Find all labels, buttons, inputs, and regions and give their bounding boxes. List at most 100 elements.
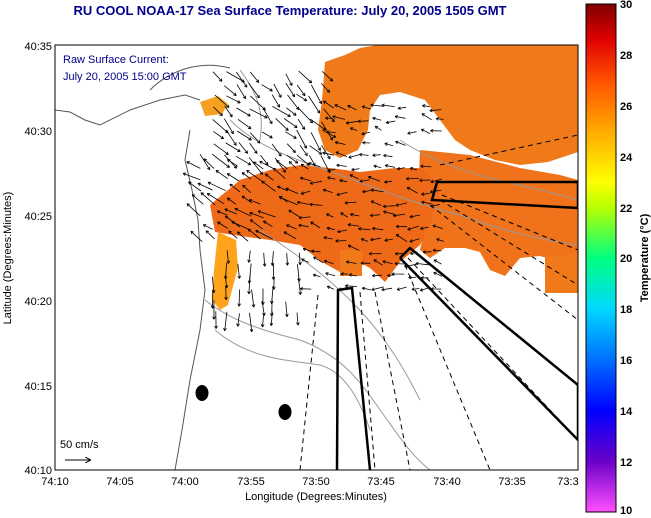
current-vector-head [383, 210, 387, 212]
current-vector-head [213, 316, 216, 320]
colorbar-ticks: 30 28 26 24 22 20 18 16 14 12 10 [620, 0, 633, 517]
current-vector [228, 230, 238, 239]
current-vector [285, 82, 296, 98]
current-vector-head [237, 231, 241, 233]
current-vector [327, 285, 334, 290]
current-vector-head [391, 273, 395, 276]
current-vector [249, 312, 253, 332]
current-vector [436, 118, 444, 120]
current-vector-head [397, 168, 401, 171]
current-vector-head [318, 101, 322, 105]
current-vector [250, 132, 261, 144]
current-vector [191, 194, 204, 205]
x-tick-4: 73:50 [302, 476, 330, 488]
current-vector-head [349, 174, 353, 178]
current-vector [397, 167, 405, 170]
current-vector-head [298, 215, 302, 219]
current-vector-head [436, 238, 439, 242]
current-vector-head [384, 143, 388, 146]
y-axis-ticks: 40:35 40:30 40:25 40:20 40:15 40:10 [24, 41, 52, 477]
current-vector-head [303, 247, 307, 249]
current-vector [242, 184, 252, 193]
current-vector-head [430, 288, 434, 291]
current-vector [347, 105, 357, 111]
current-vector [372, 117, 382, 121]
current-vector [298, 224, 309, 228]
current-vector [326, 227, 335, 231]
current-vector [297, 264, 300, 282]
current-vector-head [395, 141, 398, 145]
current-vector-head [265, 115, 268, 119]
current-vector-head [326, 130, 330, 133]
map-title: RU COOL NOAA-17 Sea Surface Temperature:… [73, 3, 507, 18]
current-vector-head [383, 211, 386, 214]
current-vector-head [253, 161, 256, 165]
current-vector-head [326, 286, 330, 289]
current-vector-head [345, 122, 350, 125]
current-vector-head [234, 92, 237, 96]
current-vector-head [370, 237, 374, 241]
current-vector-head [333, 134, 337, 138]
current-vector-head [432, 225, 436, 228]
current-vector-head [313, 256, 316, 260]
current-vector [433, 272, 443, 277]
current-vector-head [312, 274, 316, 277]
current-vector [286, 252, 288, 266]
current-vector [321, 144, 331, 160]
current-vector-head [325, 117, 329, 120]
current-vector-head [316, 111, 320, 114]
current-vector-head [420, 226, 423, 230]
current-vector-head [264, 263, 267, 267]
current-vector-head [384, 142, 388, 144]
current-vector-head [335, 151, 339, 155]
current-vector-head [432, 248, 436, 251]
current-vector-head [382, 206, 387, 209]
scale-label: 50 cm/s [60, 439, 99, 451]
current-vector-head [246, 170, 249, 174]
current-vector-head [221, 112, 223, 116]
current-vector [250, 219, 264, 230]
current-vector-head [326, 91, 330, 93]
current-vector-head [361, 106, 365, 109]
current-vector-head [246, 150, 248, 154]
current-vector-head [397, 289, 401, 291]
current-vector [310, 221, 321, 229]
current-vector [236, 107, 251, 117]
current-vector-head [326, 213, 329, 217]
current-vector-head [430, 179, 434, 183]
x-tick-7: 73:35 [498, 476, 526, 488]
current-vector-head [228, 230, 231, 235]
current-vector-head [362, 105, 366, 107]
current-vector-head [220, 78, 223, 82]
y-tick-2: 40:25 [24, 211, 52, 223]
current-vector [275, 118, 289, 131]
current-vector-head [285, 314, 288, 318]
current-vector [299, 216, 311, 219]
current-vector-head [248, 259, 251, 263]
current-vector-head [346, 260, 350, 262]
current-vector-head [300, 291, 302, 295]
current-vector-head [197, 183, 201, 186]
current-vector [344, 201, 357, 204]
current-vector-head [258, 140, 261, 144]
current-vector-head [306, 164, 310, 166]
current-vector [368, 176, 381, 182]
current-vector-head [206, 193, 209, 197]
current-vector-head [238, 148, 241, 152]
current-vector [301, 258, 309, 263]
current-vector [224, 274, 228, 289]
current-vector-head [420, 276, 424, 279]
current-vector-head [419, 180, 423, 183]
current-vector-head [257, 79, 260, 83]
cb-tick-20: 20 [620, 253, 632, 265]
current-vector-head [372, 116, 376, 119]
current-vector-head [409, 167, 413, 171]
current-vector-head [309, 183, 314, 185]
current-vector-head [384, 240, 388, 242]
current-vector [395, 202, 408, 206]
current-vector-head [311, 250, 315, 254]
current-vector-head [331, 120, 335, 123]
current-vector-head [435, 118, 439, 121]
current-vector-head [256, 141, 261, 144]
current-vector [226, 173, 240, 182]
